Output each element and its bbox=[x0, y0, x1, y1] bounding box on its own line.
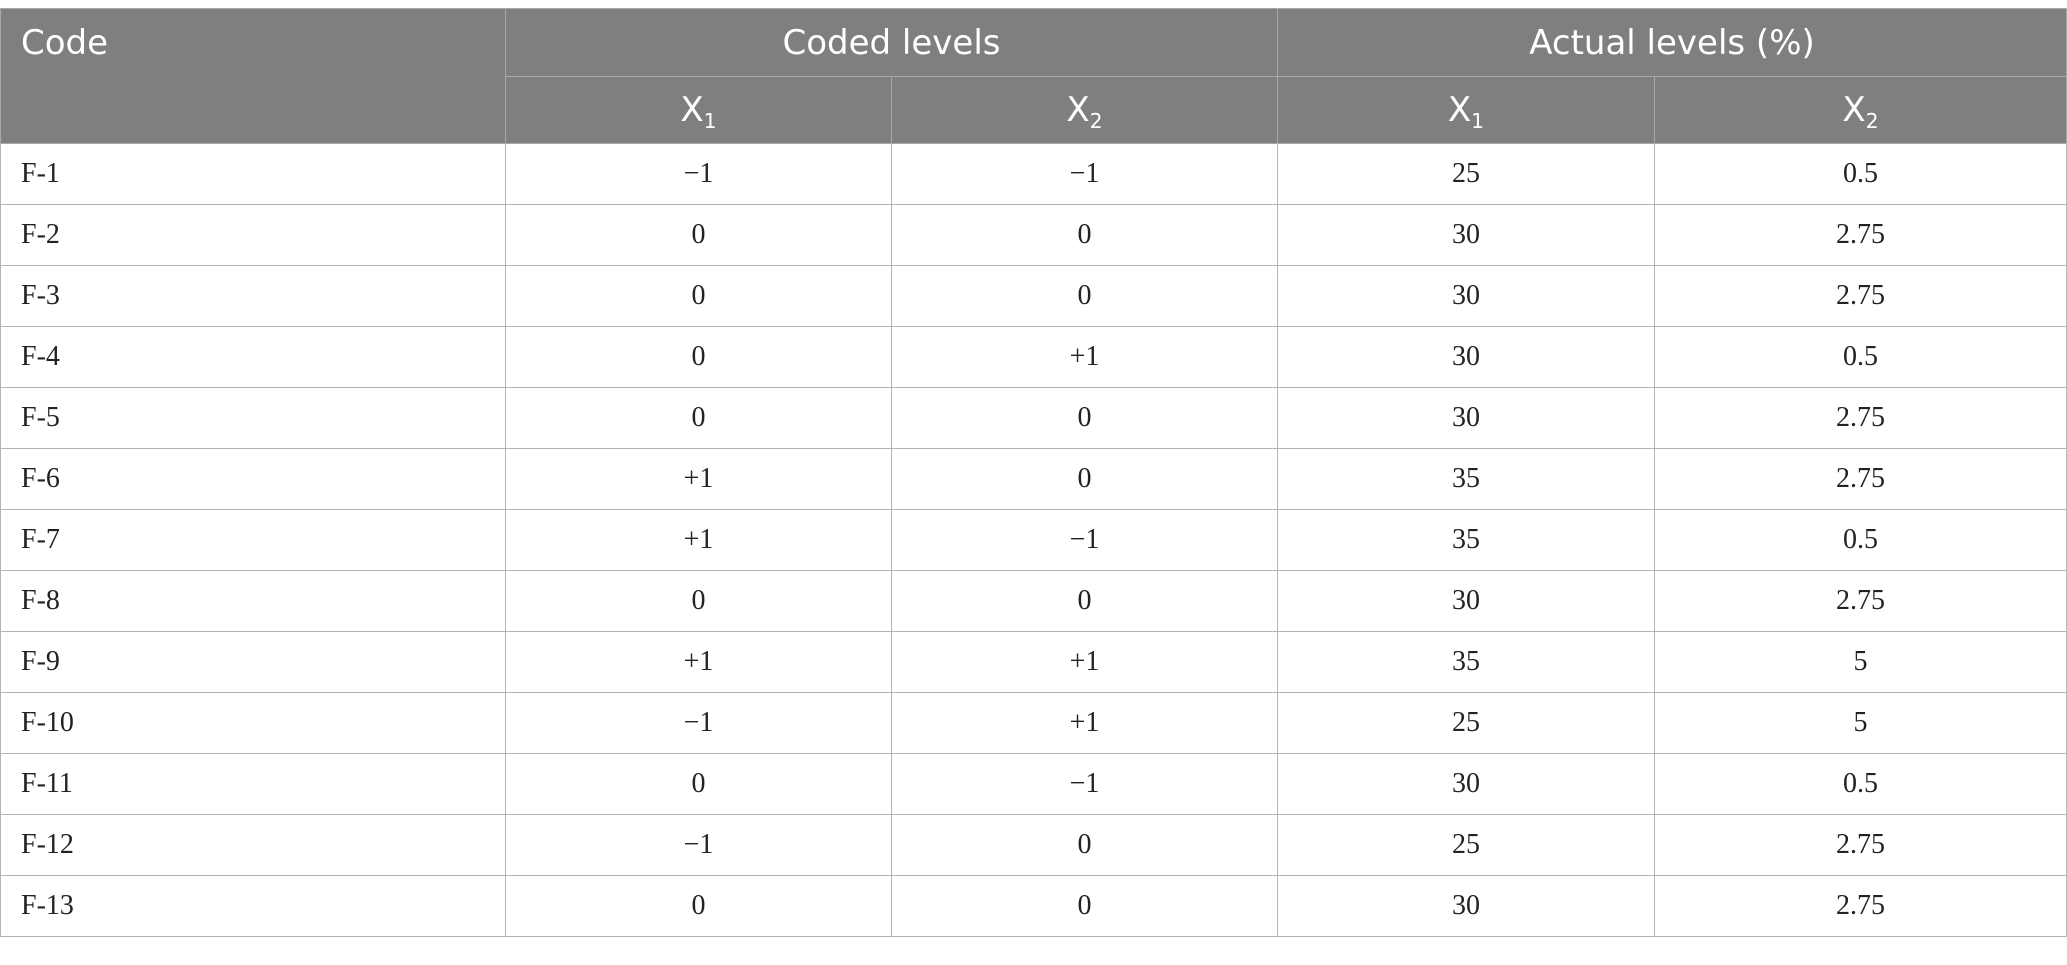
cell-code: F-13 bbox=[0, 875, 506, 937]
header-coded-levels: Coded levels bbox=[505, 8, 1278, 77]
cell-coded-x2: 0 bbox=[891, 448, 1278, 510]
table-row: F-6 +1 0 35 2.75 bbox=[0, 448, 2067, 510]
cell-coded-x2: +1 bbox=[891, 692, 1278, 754]
cell-code: F-3 bbox=[0, 265, 506, 327]
design-table: Code Coded levels Actual levels (%) X1 X… bbox=[0, 8, 2067, 937]
cell-actual-x1: 25 bbox=[1277, 814, 1655, 876]
cell-coded-x2: 0 bbox=[891, 387, 1278, 449]
cell-coded-x2: 0 bbox=[891, 875, 1278, 937]
cell-coded-x2: −1 bbox=[891, 509, 1278, 571]
cell-code: F-5 bbox=[0, 387, 506, 449]
cell-coded-x2: −1 bbox=[891, 753, 1278, 815]
table-row: F-4 0 +1 30 0.5 bbox=[0, 326, 2067, 388]
cell-actual-x1: 35 bbox=[1277, 631, 1655, 693]
header-coded-x2: X2 bbox=[891, 76, 1278, 144]
header-row-main: Code Coded levels Actual levels (%) bbox=[0, 8, 2067, 144]
cell-coded-x1: +1 bbox=[505, 631, 892, 693]
cell-coded-x1: +1 bbox=[505, 448, 892, 510]
cell-coded-x1: −1 bbox=[505, 692, 892, 754]
cell-coded-x2: +1 bbox=[891, 631, 1278, 693]
cell-actual-x1: 30 bbox=[1277, 265, 1655, 327]
table-row: F-10 −1 +1 25 5 bbox=[0, 692, 2067, 754]
cell-actual-x2: 0.5 bbox=[1654, 143, 2067, 205]
cell-coded-x1: 0 bbox=[505, 326, 892, 388]
table-row: F-1 −1 −1 25 0.5 bbox=[0, 143, 2067, 205]
cell-actual-x1: 30 bbox=[1277, 387, 1655, 449]
cell-actual-x2: 5 bbox=[1654, 692, 2067, 754]
cell-actual-x2: 2.75 bbox=[1654, 814, 2067, 876]
cell-code: F-7 bbox=[0, 509, 506, 571]
cell-code: F-2 bbox=[0, 204, 506, 266]
cell-coded-x2: −1 bbox=[891, 143, 1278, 205]
table-row: F-3 0 0 30 2.75 bbox=[0, 265, 2067, 327]
cell-code: F-11 bbox=[0, 753, 506, 815]
table-row: F-2 0 0 30 2.75 bbox=[0, 204, 2067, 266]
cell-actual-x1: 35 bbox=[1277, 448, 1655, 510]
cell-coded-x1: 0 bbox=[505, 265, 892, 327]
cell-coded-x1: 0 bbox=[505, 204, 892, 266]
header-actual-x1: X1 bbox=[1277, 76, 1655, 144]
cell-actual-x1: 25 bbox=[1277, 143, 1655, 205]
table-row: F-11 0 −1 30 0.5 bbox=[0, 753, 2067, 815]
table-row: F-5 0 0 30 2.75 bbox=[0, 387, 2067, 449]
table-row: F-9 +1 +1 35 5 bbox=[0, 631, 2067, 693]
cell-code: F-10 bbox=[0, 692, 506, 754]
cell-code: F-8 bbox=[0, 570, 506, 632]
cell-coded-x2: 0 bbox=[891, 570, 1278, 632]
cell-coded-x1: 0 bbox=[505, 387, 892, 449]
cell-coded-x2: 0 bbox=[891, 204, 1278, 266]
cell-actual-x2: 2.75 bbox=[1654, 448, 2067, 510]
design-table-container: Code Coded levels Actual levels (%) X1 X… bbox=[0, 8, 2067, 937]
cell-actual-x1: 30 bbox=[1277, 570, 1655, 632]
cell-code: F-12 bbox=[0, 814, 506, 876]
table-row: F-12 −1 0 25 2.75 bbox=[0, 814, 2067, 876]
cell-coded-x1: 0 bbox=[505, 570, 892, 632]
cell-actual-x2: 0.5 bbox=[1654, 326, 2067, 388]
cell-coded-x2: 0 bbox=[891, 265, 1278, 327]
header-row-sub: X1 X2 X1 X2 bbox=[1, 76, 2067, 144]
table-row: F-7 +1 −1 35 0.5 bbox=[0, 509, 2067, 571]
cell-actual-x1: 25 bbox=[1277, 692, 1655, 754]
cell-actual-x1: 35 bbox=[1277, 509, 1655, 571]
cell-code: F-9 bbox=[0, 631, 506, 693]
cell-coded-x1: −1 bbox=[505, 814, 892, 876]
cell-actual-x1: 30 bbox=[1277, 875, 1655, 937]
header-coded-x1: X1 bbox=[505, 76, 892, 144]
header-actual-levels: Actual levels (%) bbox=[1277, 8, 2067, 77]
cell-actual-x2: 0.5 bbox=[1654, 753, 2067, 815]
table-body: F-1 −1 −1 25 0.5 F-2 0 0 30 2.75 F-3 0 0 30 2.75 F-4 0 +1… bbox=[0, 143, 2067, 937]
table-row: F-13 0 0 30 2.75 bbox=[0, 875, 2067, 937]
cell-actual-x2: 0.5 bbox=[1654, 509, 2067, 571]
header-code: Code bbox=[0, 8, 506, 144]
cell-actual-x1: 30 bbox=[1277, 753, 1655, 815]
cell-coded-x2: +1 bbox=[891, 326, 1278, 388]
cell-coded-x1: 0 bbox=[505, 875, 892, 937]
table-header: Code Coded levels Actual levels (%) X1 X… bbox=[0, 8, 2067, 144]
cell-code: F-1 bbox=[0, 143, 506, 205]
cell-coded-x2: 0 bbox=[891, 814, 1278, 876]
cell-actual-x1: 30 bbox=[1277, 204, 1655, 266]
header-actual-x2: X2 bbox=[1654, 76, 2067, 144]
cell-actual-x2: 2.75 bbox=[1654, 570, 2067, 632]
cell-code: F-6 bbox=[0, 448, 506, 510]
cell-actual-x2: 2.75 bbox=[1654, 387, 2067, 449]
cell-coded-x1: −1 bbox=[505, 143, 892, 205]
cell-actual-x2: 2.75 bbox=[1654, 265, 2067, 327]
cell-code: F-4 bbox=[0, 326, 506, 388]
cell-actual-x2: 5 bbox=[1654, 631, 2067, 693]
cell-coded-x1: 0 bbox=[505, 753, 892, 815]
cell-coded-x1: +1 bbox=[505, 509, 892, 571]
cell-actual-x1: 30 bbox=[1277, 326, 1655, 388]
table-row: F-8 0 0 30 2.75 bbox=[0, 570, 2067, 632]
cell-actual-x2: 2.75 bbox=[1654, 204, 2067, 266]
cell-actual-x2: 2.75 bbox=[1654, 875, 2067, 937]
